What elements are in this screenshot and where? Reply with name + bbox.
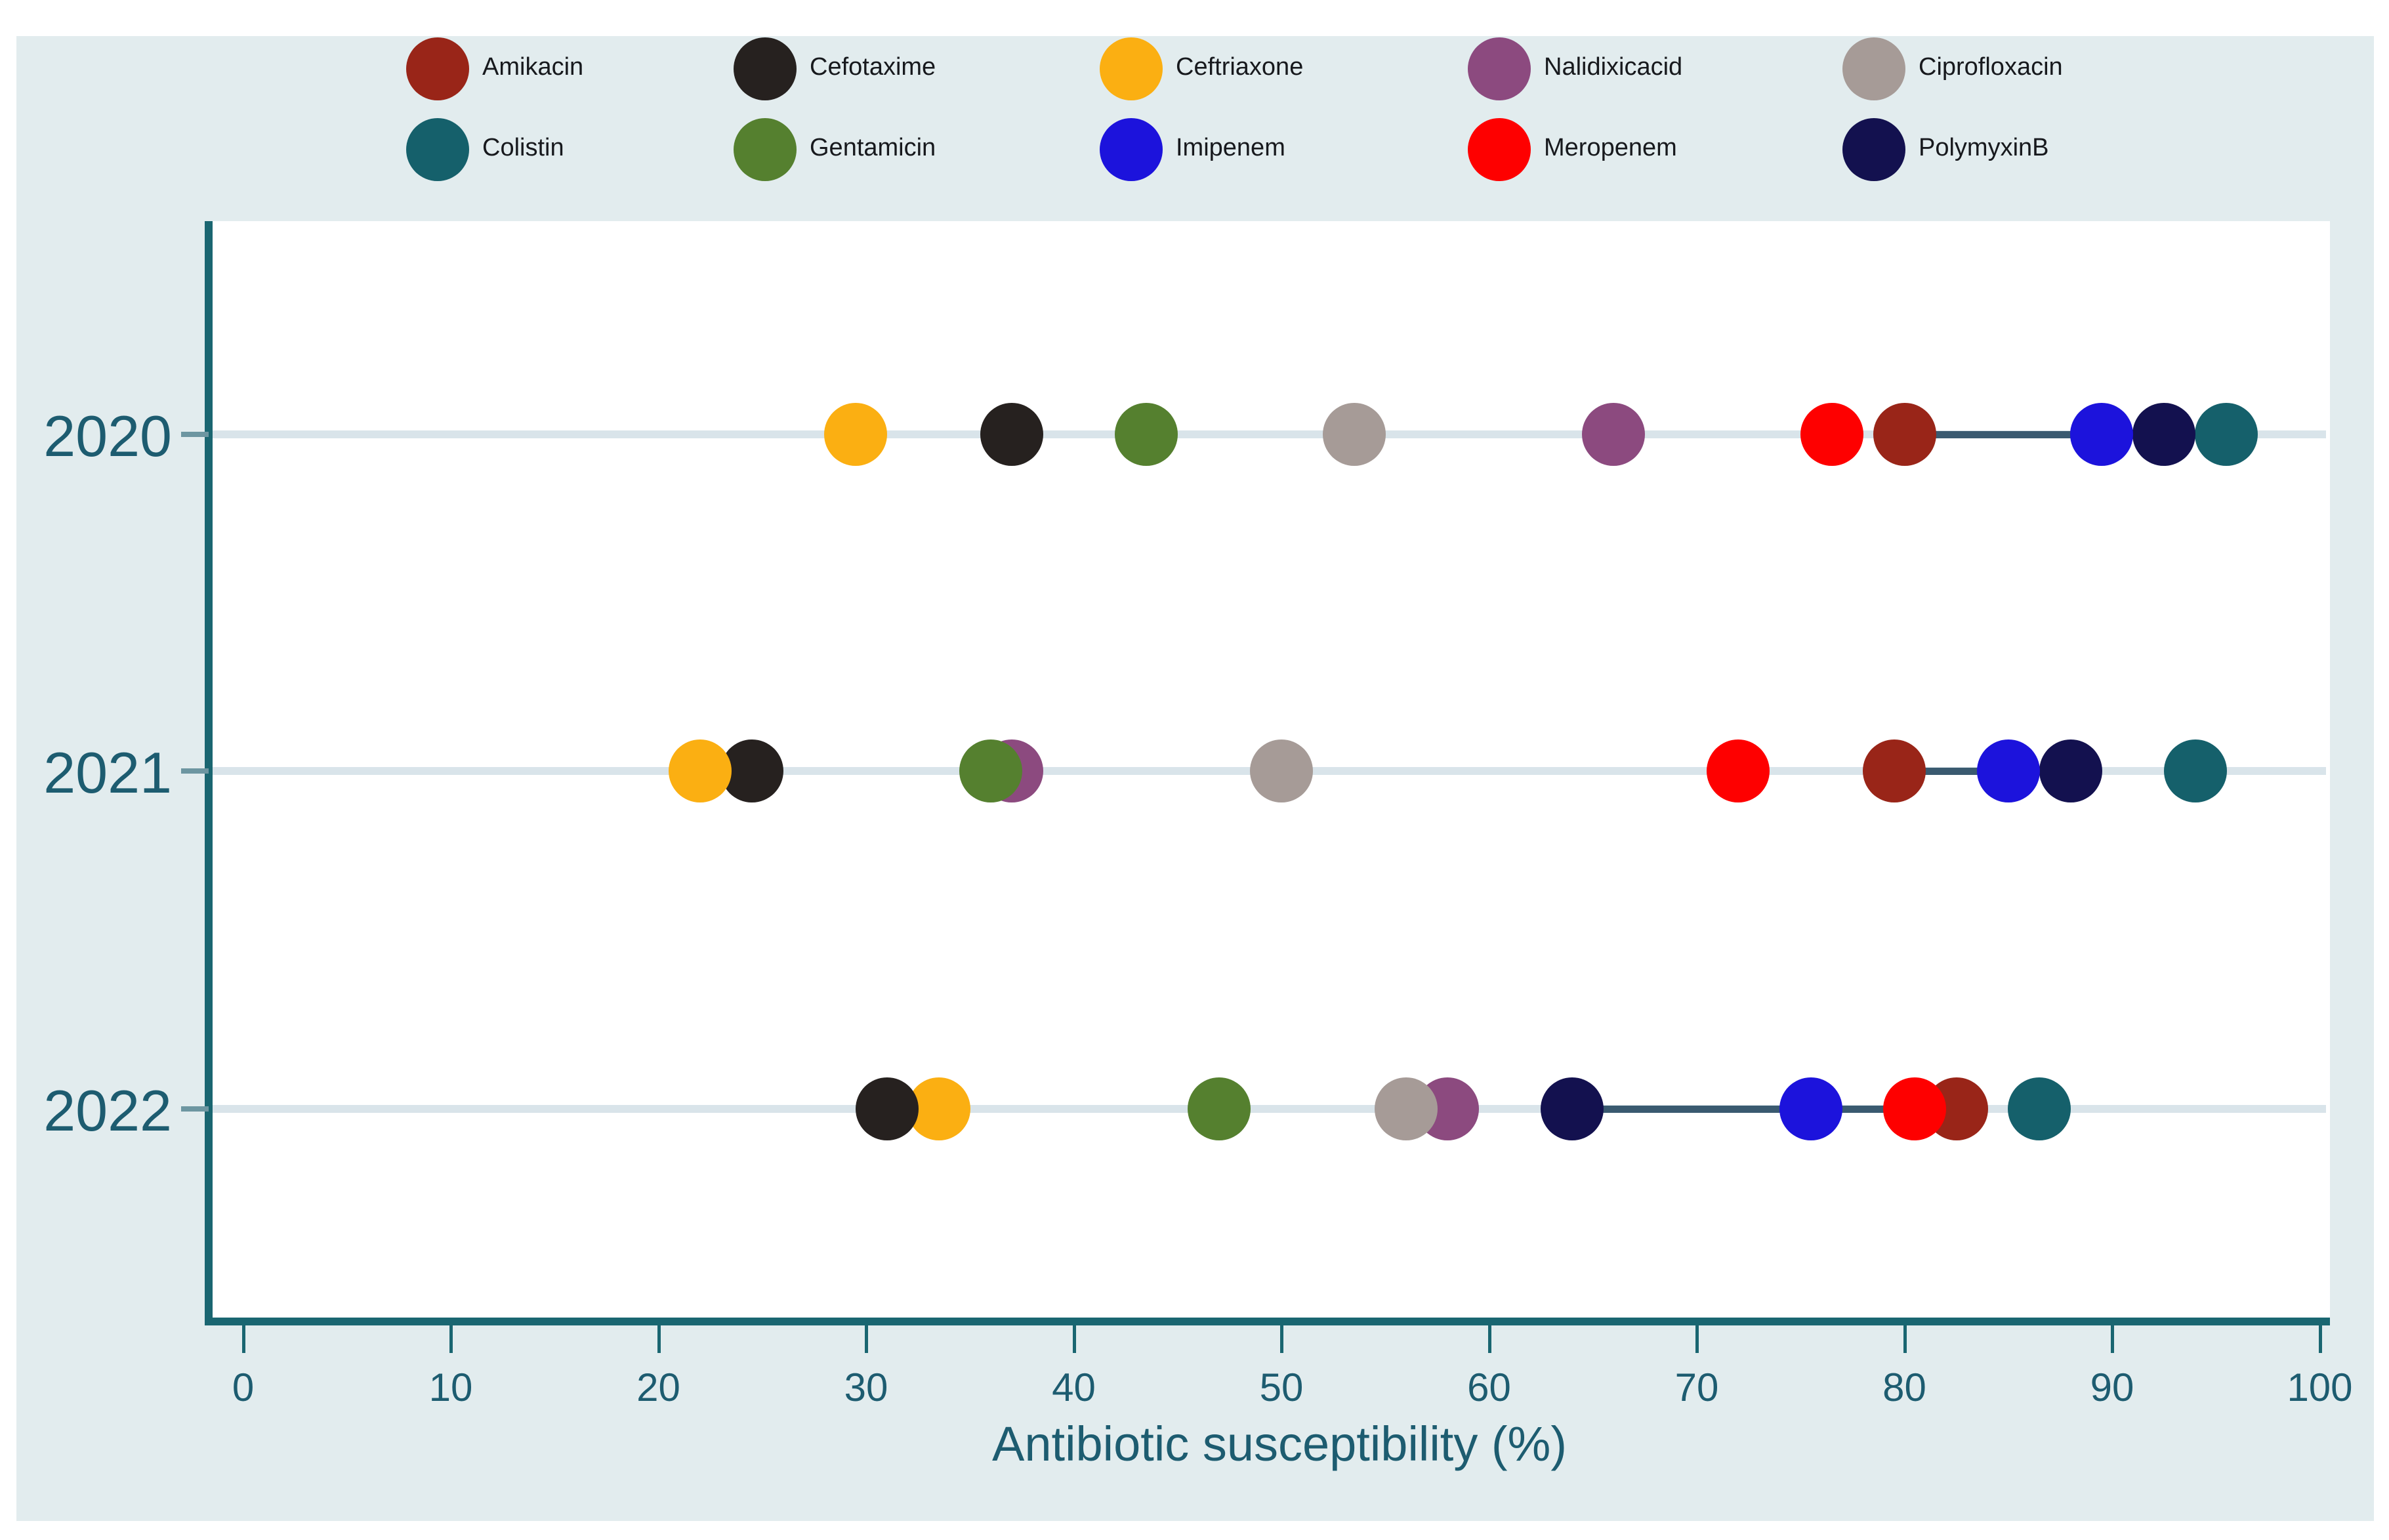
y-axis-line xyxy=(205,221,213,1325)
x-axis-line xyxy=(205,1318,2330,1325)
plot-area xyxy=(209,221,2330,1318)
x-axis-title: Antibiotic susceptibility (%) xyxy=(992,1417,1567,1471)
